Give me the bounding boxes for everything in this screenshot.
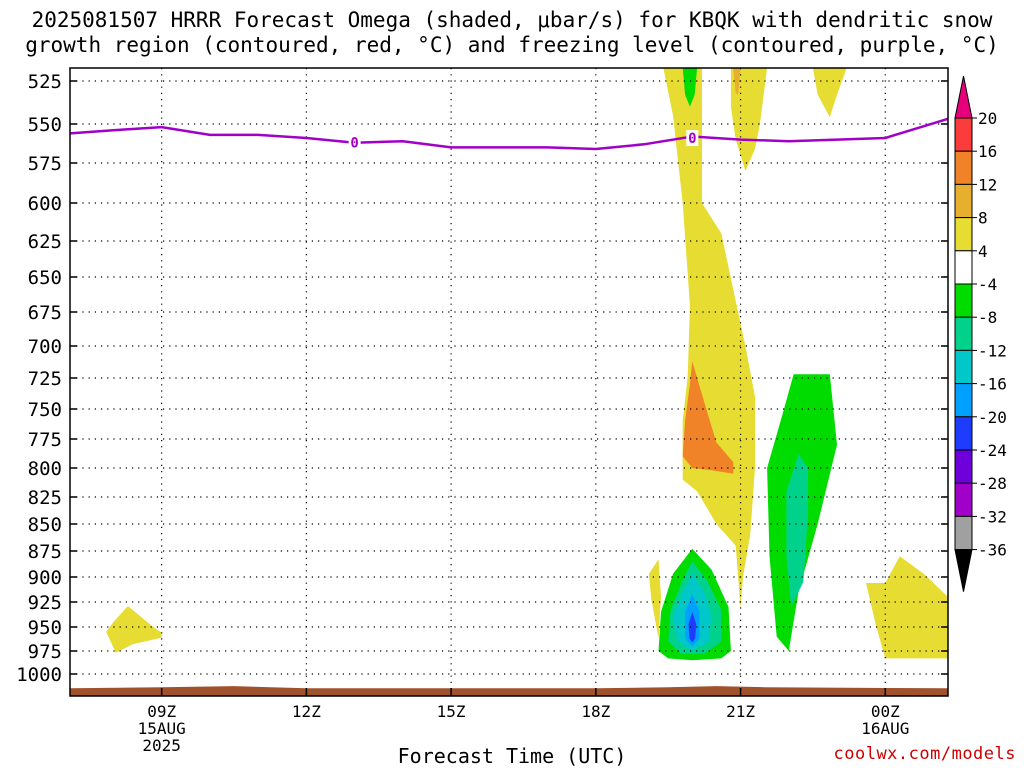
colorbar-bottom-arrow xyxy=(954,549,973,592)
colorbar-segment-2 xyxy=(954,150,973,185)
y-tick-label-875: 875 xyxy=(28,541,62,563)
colorbar-label-3: 8 xyxy=(978,209,988,228)
chart-title-line-1: 2025081507 HRRR Forecast Omega (shaded, … xyxy=(31,8,993,32)
colorbar-top-arrow xyxy=(954,75,973,119)
colorbar-label-1: 16 xyxy=(978,142,997,161)
x-axis-label: Forecast Time (UTC) xyxy=(397,744,627,768)
omega-region-16 xyxy=(688,612,697,643)
omega-region-8 xyxy=(106,606,162,653)
omega-region-7 xyxy=(648,559,661,639)
y-tick-label-650: 650 xyxy=(28,267,62,289)
colorbar-segment-12 xyxy=(954,482,973,517)
colorbar-segment-4 xyxy=(954,217,973,252)
y-tick-label-900: 900 xyxy=(28,567,62,589)
y-tick-label-825: 825 xyxy=(28,487,62,509)
omega-region-1 xyxy=(730,68,768,171)
y-tick-label-600: 600 xyxy=(28,193,62,215)
y-tick-label-700: 700 xyxy=(28,336,62,358)
colorbar-segment-11 xyxy=(954,449,973,484)
omega-region-11 xyxy=(786,454,809,607)
omega-region-4 xyxy=(682,68,698,107)
colorbar-segment-6 xyxy=(954,283,973,318)
colorbar-label-6: -8 xyxy=(978,308,997,327)
y-tick-label-750: 750 xyxy=(28,399,62,421)
colorbar-label-0: 20 xyxy=(978,109,997,128)
x-tick-label-1-0: 12Z xyxy=(292,702,321,721)
plot-area xyxy=(70,68,948,696)
colorbar-label-7: -12 xyxy=(978,341,1007,360)
source-credit: coolwx.com/models xyxy=(833,744,1016,764)
colorbar-label-11: -28 xyxy=(978,474,1007,493)
x-tick-label-4-0: 21Z xyxy=(726,702,755,721)
x-tick-label-0-0: 09Z xyxy=(147,702,176,721)
plot-frame xyxy=(69,67,949,697)
colorbar-label-4: 4 xyxy=(978,242,988,261)
y-tick-label-800: 800 xyxy=(28,458,62,480)
colorbar-label-10: -24 xyxy=(978,441,1007,460)
y-tick-label-525: 525 xyxy=(28,71,62,93)
colorbar-segment-10 xyxy=(954,416,973,451)
colorbar-label-2: 12 xyxy=(978,175,997,194)
terrain-surface xyxy=(70,686,948,696)
y-tick-label-725: 725 xyxy=(28,368,62,390)
freezing-label-bg-0 xyxy=(348,134,361,151)
y-tick-label-675: 675 xyxy=(28,302,62,324)
y-tick-label-1000: 1000 xyxy=(16,664,62,686)
y-tick-label-950: 950 xyxy=(28,617,62,639)
freezing-level-label-1: 0 xyxy=(688,131,696,147)
y-tick-label-925: 925 xyxy=(28,592,62,614)
freezing-level-label-0: 0 xyxy=(350,136,358,152)
y-tick-label-550: 550 xyxy=(28,114,62,136)
colorbar-segment-8 xyxy=(954,349,973,385)
colorbar-segment-1 xyxy=(954,117,973,152)
colorbar-segment-7 xyxy=(954,316,973,351)
x-tick-label-3-0: 18Z xyxy=(581,702,610,721)
y-tick-label-775: 775 xyxy=(28,429,62,451)
colorbar-segment-9 xyxy=(954,383,973,418)
colorbar-label-9: -20 xyxy=(978,408,1007,427)
colorbar-label-5: -4 xyxy=(978,275,997,294)
colorbar-label-8: -16 xyxy=(978,375,1007,394)
omega-region-3 xyxy=(812,68,847,118)
x-tick-label-0-2: 2025 xyxy=(142,736,181,755)
y-tick-label-575: 575 xyxy=(28,153,62,175)
colorbar-label-12: -32 xyxy=(978,507,1007,526)
colorbar-segment-3 xyxy=(954,183,973,219)
colorbar-segment-13 xyxy=(954,515,973,551)
chart-title-line-2: growth region (contoured, red, °C) and f… xyxy=(25,33,999,57)
omega-region-6 xyxy=(682,361,734,474)
omega-region-9 xyxy=(866,556,948,659)
x-tick-label-0-1: 15AUG xyxy=(138,719,186,738)
x-tick-label-2-0: 15Z xyxy=(437,702,466,721)
colorbar-label-13: -36 xyxy=(978,541,1007,560)
y-tick-label-625: 625 xyxy=(28,231,62,253)
y-tick-label-975: 975 xyxy=(28,641,62,663)
x-tick-label-5-0: 00Z xyxy=(871,702,900,721)
freezing-label-bg-1 xyxy=(686,130,699,147)
colorbar-segment-5 xyxy=(954,250,973,285)
x-tick-label-5-1: 16AUG xyxy=(861,719,909,738)
freezing-level-line xyxy=(69,117,949,151)
omega-region-2 xyxy=(733,68,741,95)
y-tick-label-850: 850 xyxy=(28,514,62,536)
